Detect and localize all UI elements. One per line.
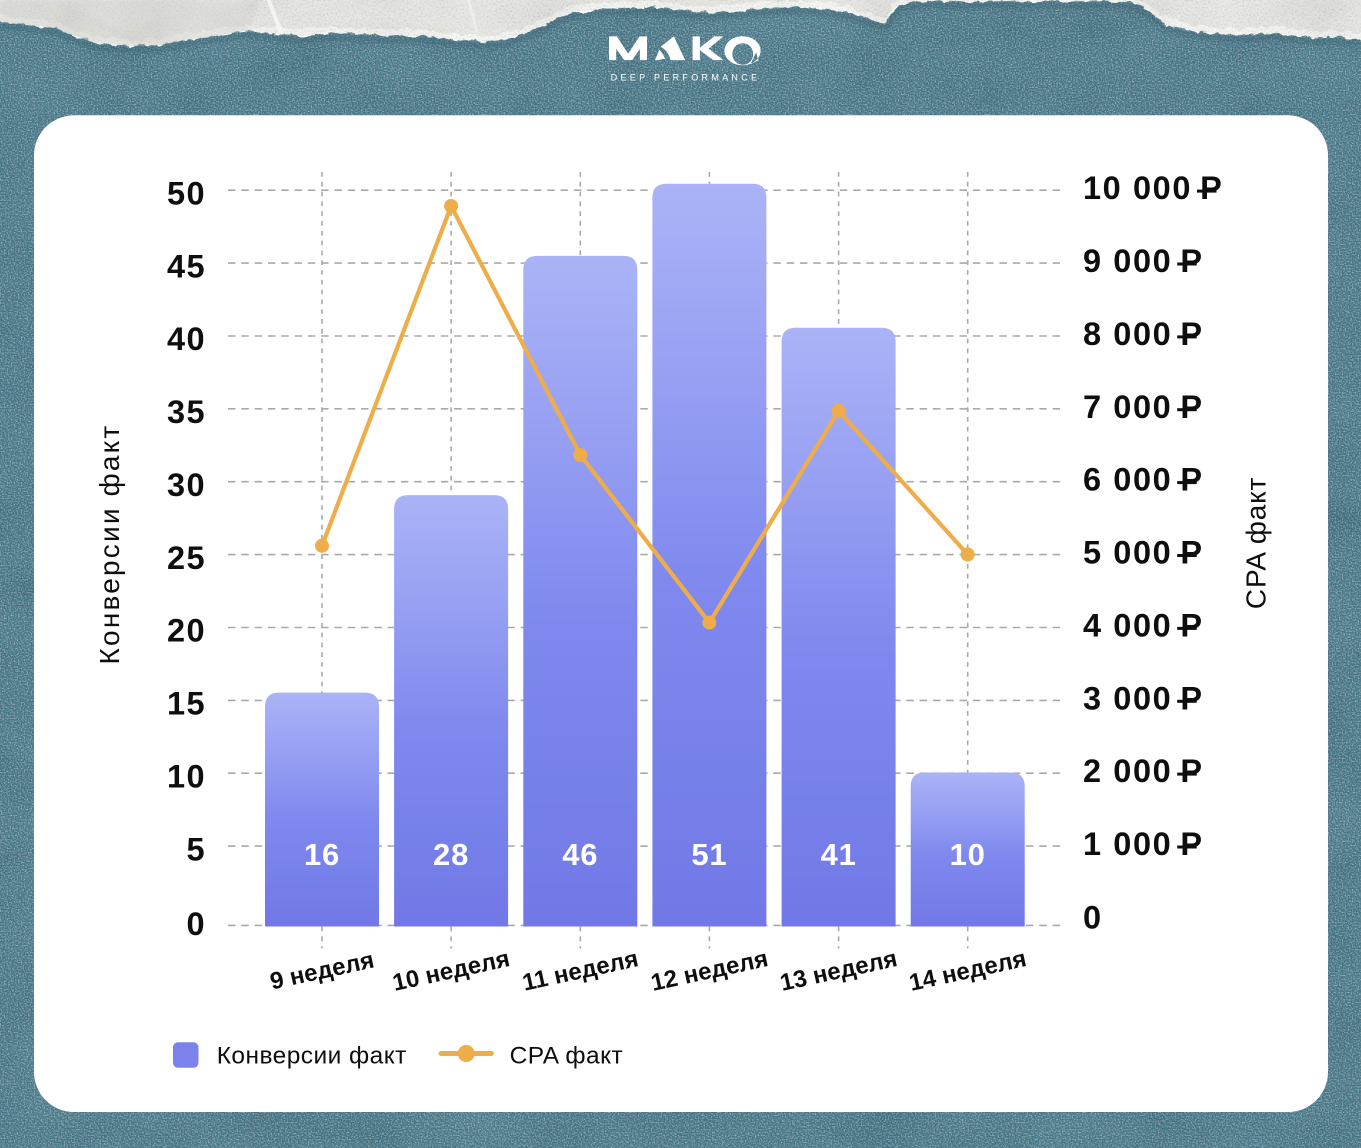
svg-text:2 000 Р: 2 000 Р	[1083, 753, 1204, 789]
svg-text:Конверсии факт: Конверсии факт	[94, 424, 125, 665]
svg-text:DEEP PERFORMANCE: DEEP PERFORMANCE	[611, 73, 761, 83]
svg-text:10 000 Р: 10 000 Р	[1083, 170, 1223, 206]
svg-text:41: 41	[821, 837, 857, 872]
svg-text:CPA факт: CPA факт	[1241, 477, 1272, 609]
svg-text:9 000 Р: 9 000 Р	[1083, 243, 1204, 279]
svg-text:CPA факт: CPA факт	[510, 1043, 624, 1070]
svg-text:20: 20	[167, 613, 206, 649]
svg-text:8 000 Р: 8 000 Р	[1083, 316, 1204, 352]
svg-text:40: 40	[167, 321, 206, 357]
svg-text:51: 51	[691, 837, 727, 872]
svg-text:7 000 Р: 7 000 Р	[1083, 389, 1204, 425]
svg-text:Конверсии факт: Конверсии факт	[217, 1043, 407, 1070]
svg-text:15: 15	[167, 686, 206, 722]
svg-text:4 000 Р: 4 000 Р	[1083, 608, 1204, 644]
svg-text:3 000 Р: 3 000 Р	[1083, 680, 1204, 716]
svg-text:35: 35	[167, 394, 206, 430]
svg-text:46: 46	[562, 837, 598, 872]
svg-text:45: 45	[167, 248, 206, 284]
svg-text:5 000 Р: 5 000 Р	[1083, 535, 1204, 571]
svg-text:28: 28	[433, 837, 469, 872]
svg-text:10: 10	[167, 758, 206, 794]
svg-text:25: 25	[167, 540, 206, 576]
svg-text:16: 16	[304, 837, 340, 872]
svg-text:1 000 Р: 1 000 Р	[1083, 826, 1204, 862]
svg-text:6 000 Р: 6 000 Р	[1083, 462, 1204, 498]
svg-text:30: 30	[167, 467, 206, 503]
svg-text:50: 50	[167, 175, 206, 211]
svg-text:5: 5	[187, 831, 206, 867]
svg-text:10: 10	[950, 837, 986, 872]
svg-text:0: 0	[187, 906, 206, 942]
svg-text:0: 0	[1083, 900, 1103, 936]
